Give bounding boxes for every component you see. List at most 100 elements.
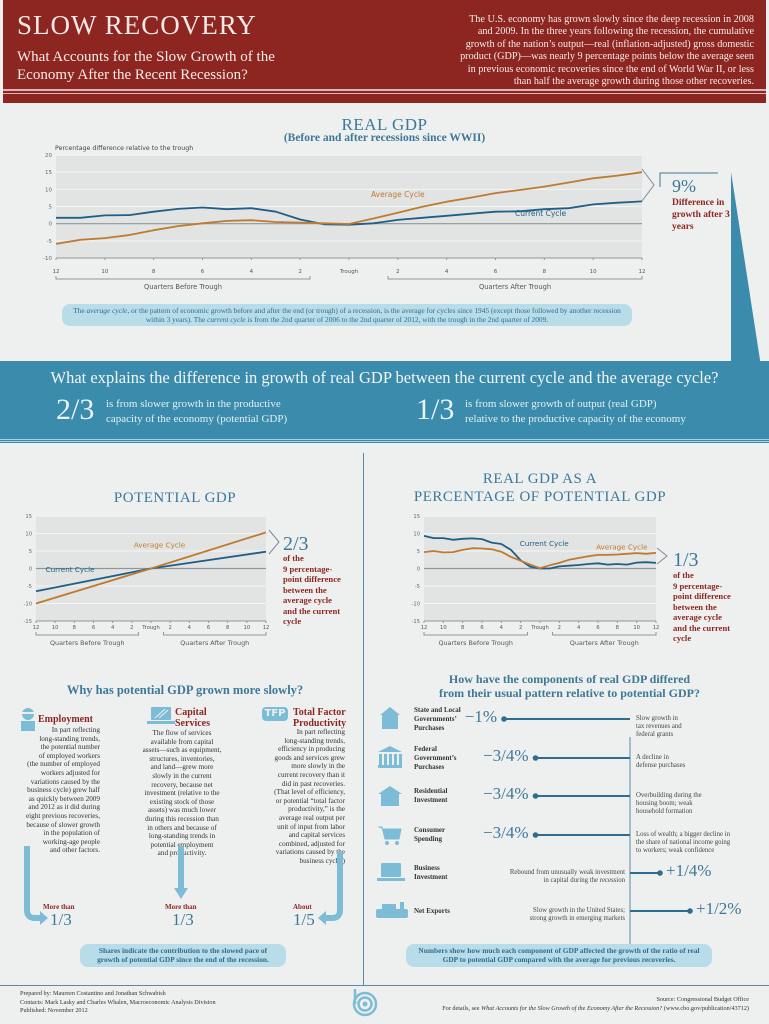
ratio-chart-title-1: REAL GDP AS A — [482, 471, 598, 487]
x-tick-label: 8 — [543, 269, 547, 275]
x-tick-label: 10 — [52, 625, 59, 631]
explanation-band: What explains the difference in growth o… — [0, 361, 769, 443]
x-tick-label: Trough — [530, 625, 548, 631]
text-line: cycle — [283, 616, 302, 626]
text-line: as quickly between 2009 — [28, 794, 100, 803]
band-question: What explains the difference in growth o… — [50, 368, 719, 387]
component-name: Business Investment — [414, 864, 447, 882]
component-explanation: A decline in defense purchases — [636, 754, 685, 770]
text-line: A decline in — [636, 754, 669, 761]
average-cycle-label: Average Cycle — [134, 541, 186, 550]
text-line: point difference — [673, 591, 731, 601]
publication-title-link[interactable]: What Accounts for the Slow Growth of the… — [481, 1004, 663, 1012]
component-dot — [501, 716, 507, 722]
component-explanation: Slow growth in the United States; strong … — [530, 907, 625, 923]
cbo-logo-icon — [352, 989, 378, 1017]
x-tick-label: 10 — [101, 269, 108, 275]
average-cycle-line — [35, 531, 267, 605]
column — [384, 754, 387, 765]
share-tfp-label: About — [293, 903, 312, 911]
real-gdp-difference-value: 9% — [672, 176, 696, 196]
y-axis-title: Percentage difference relative to the tr… — [55, 145, 193, 152]
text-line: business cycle.) — [299, 856, 345, 865]
x-tick-label: 2 — [519, 625, 522, 631]
text-line: unit of input from labor — [277, 822, 345, 831]
y-tick-label: -15 — [412, 619, 420, 625]
component-value: +1/4% — [666, 861, 712, 880]
page-subtitle: What Accounts for the Slow Growth of the… — [17, 49, 275, 83]
text-line: Government’s — [414, 753, 457, 762]
share-capital-value: 1/3 — [172, 910, 194, 929]
funnel-connector — [731, 172, 760, 361]
stack — [400, 902, 404, 909]
text-line: Governments’ — [414, 714, 457, 723]
footer-credits: Prepared by: Maureen Costantino and Jona… — [20, 990, 216, 1015]
x-tick-label: Trough — [141, 625, 159, 631]
text-line: Overbuilding during the — [636, 792, 702, 799]
text-line: tax revenues and — [636, 723, 682, 730]
x-tick-label: 4 — [111, 625, 115, 631]
body — [381, 794, 399, 806]
x-tick-label: 10 — [590, 269, 597, 275]
arrow-stem — [178, 846, 184, 856]
real-gdp-difference-label: Difference in growth after 3 years — [672, 198, 730, 232]
x-label-after: Quarters After Trough — [479, 283, 551, 291]
cargo — [382, 904, 396, 909]
text-line: State and Local — [414, 705, 461, 714]
text-line: (That level of efficiency, — [274, 788, 345, 797]
page-title: SLOW RECOVERY — [17, 10, 257, 40]
component-explanation: Overbuilding during the housing boom; wea… — [636, 792, 702, 816]
text-line: combined, adjusted for — [278, 839, 345, 848]
current-cycle-label: Current Cycle — [520, 539, 570, 548]
roof — [378, 786, 402, 794]
component-value: −3/4% — [483, 823, 529, 842]
component-name: Consumer Spending — [414, 826, 445, 844]
x-tick-label: 8 — [226, 625, 229, 631]
hull — [376, 909, 408, 918]
x-tick-label: 12 — [653, 625, 660, 631]
term-average-cycle: average cycle — [86, 306, 128, 315]
potential-gdp-share-label: of the 9 percentage-point difference betwe… — [283, 553, 363, 627]
real-gdp-title: REAL GDP — [341, 115, 428, 134]
x-tick-label: 12 — [263, 625, 270, 631]
current-cycle-label: Current Cycle — [46, 565, 96, 574]
base — [377, 878, 405, 881]
text-line: workers adjusted for — [40, 768, 100, 777]
y-tick-label: -5 — [47, 239, 53, 245]
text-line: average cycle — [283, 595, 332, 605]
text-line: goods and services grew — [274, 753, 345, 762]
y-tick-label: 5 — [49, 205, 53, 211]
band-right-text-2: relative to the productive capacity of t… — [465, 413, 686, 425]
callout-bracket — [641, 168, 718, 202]
callout-bracket — [268, 529, 280, 555]
ratio-gdp-share: 1/3 — [673, 549, 699, 571]
component-dot — [687, 908, 693, 914]
x-label-before: Quarters Before Trough — [50, 639, 125, 647]
basket — [378, 826, 402, 840]
factor-capital-heading: Capital Services — [175, 707, 210, 729]
text-line: in others and because of — [147, 823, 217, 832]
share-tfp-value: 1/5 — [293, 910, 315, 929]
text-line: of the — [283, 553, 304, 563]
bracket-before — [55, 276, 311, 280]
factor-tfp-heading: Total Factor Productivity — [293, 707, 347, 729]
text-line: assets—such as equipment, — [142, 746, 222, 755]
text-line: federal grants — [636, 731, 674, 738]
text-line: Business — [414, 864, 440, 872]
band-left-fraction: 2/3 — [56, 393, 95, 426]
y-tick-label: -10 — [412, 602, 420, 608]
worker-icon — [21, 708, 35, 731]
text-line: point difference — [283, 574, 341, 584]
header-rule — [3, 93, 766, 94]
average-cycle-label: Average Cycle — [596, 543, 648, 552]
y-tick-label: -5 — [27, 584, 32, 590]
x-label-before: Quarters Before Trough — [438, 639, 513, 647]
text-line: household formation — [636, 808, 693, 815]
y-tick-label: 5 — [29, 549, 32, 555]
average-cycle-line — [55, 171, 643, 245]
text-line: Purchases — [414, 762, 445, 771]
component-name: Residential Investment — [414, 787, 447, 805]
header-banner: SLOW RECOVERY What Accounts for the Slow… — [3, 0, 766, 103]
text-line: Investment — [414, 796, 448, 804]
x-tick-label: 6 — [494, 269, 498, 275]
